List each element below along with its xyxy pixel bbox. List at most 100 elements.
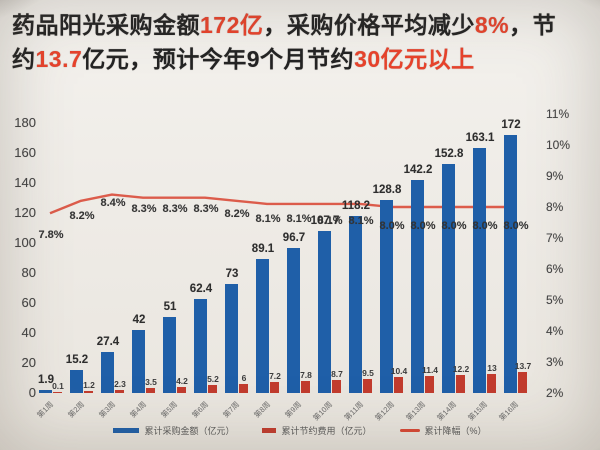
bar-savings xyxy=(53,391,62,393)
bar-value-label-savings: 7.2 xyxy=(269,371,281,382)
procurement-chart: 累计采购金额（亿元） 累计节约费用（亿元） 累计降幅（%） 0 20 40 60 80 1… xyxy=(0,95,600,450)
legend-label-reduction: 累计降幅（%） xyxy=(424,426,487,436)
y-axis-right-tick: 4% xyxy=(546,324,564,338)
y-axis-right-tick: 9% xyxy=(546,169,564,183)
bar-savings xyxy=(363,378,372,393)
bar-value-label-procurement: 73 xyxy=(225,267,239,280)
bar-value-label-procurement: 163.1 xyxy=(465,132,495,145)
headline-segment: 药品阳光采购金额 xyxy=(12,12,200,38)
bar-value-label-procurement: 42 xyxy=(132,314,146,326)
bar-savings xyxy=(487,373,496,393)
bar-savings xyxy=(115,389,124,393)
headline-segment: ，采购价格平均减少 xyxy=(263,12,475,38)
reduction-percent-label: 8.0% xyxy=(472,220,498,232)
legend-swatch-reduction-icon xyxy=(399,429,420,432)
bar-value-label-savings: 10.4 xyxy=(390,366,408,377)
legend-label-savings: 累计节约费用（亿元） xyxy=(281,426,372,436)
bar-procurement xyxy=(132,330,145,393)
reduction-line xyxy=(49,193,515,215)
headline-segment: 8% xyxy=(474,12,510,38)
bar-value-label-savings: 0.1 xyxy=(52,380,64,391)
reduction-percent-label: 8.1% xyxy=(348,214,374,227)
bar-value-label-procurement: 51 xyxy=(163,300,177,313)
bar-value-label-procurement: 89.1 xyxy=(251,243,275,256)
y-axis-left-tick: 140 xyxy=(14,175,36,190)
y-axis-right-tick: 10% xyxy=(546,138,571,152)
bar-value-label-savings: 3.5 xyxy=(145,376,157,387)
reduction-percent-label: 8.0% xyxy=(410,220,436,232)
bar-value-label-procurement: 107.7 xyxy=(310,215,340,228)
y-axis-left-tick: 60 xyxy=(21,295,36,310)
bar-procurement xyxy=(504,135,517,393)
bar-procurement xyxy=(39,390,52,393)
legend-item-procurement: 累计采购金额（亿元） xyxy=(113,424,234,437)
reduction-percent-label: 8.4% xyxy=(100,196,126,209)
y-axis-left-tick: 40 xyxy=(21,325,36,340)
bar-savings xyxy=(84,391,93,393)
bar-savings xyxy=(518,372,527,393)
headline-segment: ，节 xyxy=(509,12,557,38)
bar-value-label-procurement: 15.2 xyxy=(65,354,89,367)
bar-value-label-savings: 9.5 xyxy=(362,367,374,378)
bar-savings xyxy=(208,385,217,393)
reduction-percent-label: 8.0% xyxy=(441,220,467,232)
y-axis-right-tick: 3% xyxy=(546,355,564,369)
bar-savings xyxy=(177,386,186,393)
reduction-percent-label: 8.1% xyxy=(286,212,312,225)
bar-value-label-procurement: 152.8 xyxy=(434,147,464,160)
bar-procurement xyxy=(318,231,331,393)
bar-value-label-savings: 8.7 xyxy=(331,368,343,379)
reduction-percent-label: 8.3% xyxy=(162,202,188,215)
y-axis-right-tick: 7% xyxy=(546,231,564,245)
bar-savings xyxy=(394,377,403,393)
bar-procurement xyxy=(194,299,207,393)
y-axis-left-tick: 20 xyxy=(21,355,36,370)
y-axis-left-tick: 160 xyxy=(14,145,36,160)
reduction-percent-label: 8.0% xyxy=(503,220,529,232)
bar-value-label-savings: 2.3 xyxy=(114,378,126,389)
bar-procurement xyxy=(287,247,300,393)
bar-value-label-procurement: 142.2 xyxy=(403,163,433,176)
bar-value-label-savings: 6 xyxy=(241,373,247,383)
bar-value-label-savings: 5.2 xyxy=(207,374,219,385)
y-axis-left-tick: 180 xyxy=(14,115,36,130)
bar-procurement xyxy=(70,370,83,393)
bar-procurement xyxy=(380,199,393,393)
bar-value-label-procurement: 1.9 xyxy=(38,374,54,387)
bar-procurement xyxy=(163,316,176,393)
bar-value-label-procurement: 172 xyxy=(501,119,521,131)
bar-value-label-savings: 11.4 xyxy=(421,364,439,375)
legend-swatch-procurement-icon xyxy=(113,428,140,433)
bar-value-label-procurement: 96.7 xyxy=(282,231,306,244)
reduction-percent-label: 7.8% xyxy=(38,229,64,242)
reduction-percent-label: 8.3% xyxy=(193,202,219,215)
y-axis-right-tick: 6% xyxy=(546,262,564,276)
bar-savings xyxy=(425,375,434,393)
bar-procurement xyxy=(225,283,238,393)
headline-segment: 约 xyxy=(12,46,36,72)
y-axis-right-tick: 8% xyxy=(546,200,564,214)
y-axis-left-tick: 0 xyxy=(28,385,36,400)
bar-value-label-savings: 4.2 xyxy=(176,375,188,386)
bar-procurement xyxy=(411,179,424,393)
reduction-percent-label: 8.3% xyxy=(131,202,157,215)
y-axis-left-tick: 120 xyxy=(14,205,36,220)
bar-savings xyxy=(301,381,310,393)
bar-value-label-savings: 7.8 xyxy=(300,370,312,381)
bar-value-label-procurement: 62.4 xyxy=(189,283,213,296)
reduction-percent-label: 8.2% xyxy=(224,207,250,220)
headline-line: 药品阳光采购金额172亿，采购价格平均减少8%，节 xyxy=(12,8,592,42)
bar-value-label-savings: 13 xyxy=(487,362,497,373)
legend-swatch-savings-icon xyxy=(262,428,277,433)
bar-value-label-procurement: 128.8 xyxy=(372,183,402,196)
y-axis-right-tick: 11% xyxy=(546,107,570,121)
reduction-percent-label: 8.1% xyxy=(317,214,343,227)
legend-label-procurement: 累计采购金额（亿元） xyxy=(144,426,235,436)
bar-procurement xyxy=(349,215,362,393)
y-axis-right-tick: 5% xyxy=(546,293,564,307)
bar-savings xyxy=(239,384,248,393)
bar-savings xyxy=(146,387,155,393)
bar-procurement xyxy=(256,259,269,393)
y-axis-left-tick: 100 xyxy=(14,235,36,250)
